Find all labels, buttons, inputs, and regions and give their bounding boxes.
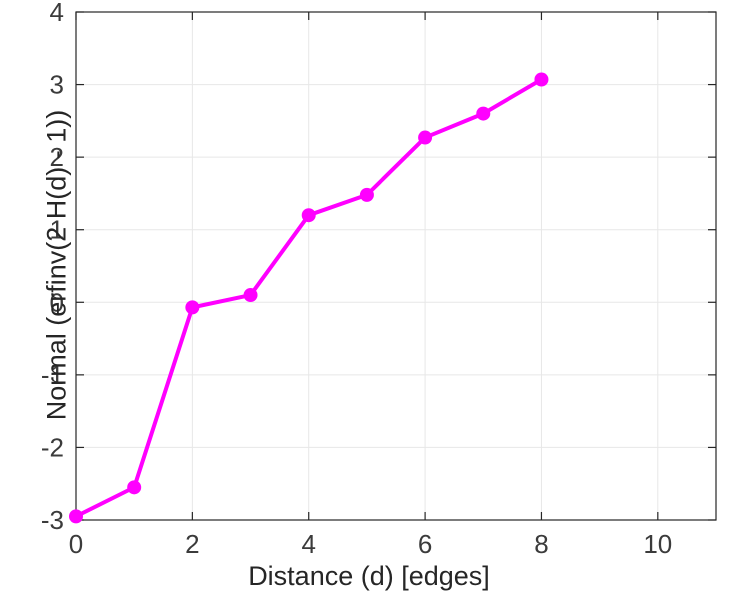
data-point — [127, 480, 142, 495]
x-tick-label: 0 — [69, 529, 83, 559]
x-tick-label: 8 — [534, 529, 548, 559]
y-tick-label: -2 — [41, 432, 64, 462]
data-point — [69, 509, 83, 524]
y-tick-label: 1 — [50, 215, 64, 245]
x-tick-label: 2 — [185, 529, 199, 559]
y-tick-label: 3 — [50, 70, 64, 100]
y-tick-label: 2 — [50, 142, 64, 172]
x-tick-label: 4 — [301, 529, 315, 559]
data-point — [185, 300, 200, 315]
data-point — [359, 187, 374, 202]
data-point — [243, 288, 258, 303]
y-axis-label: Normal (erfinv(2 H(d) - 1)) — [41, 109, 72, 421]
data-point — [476, 106, 491, 121]
x-axis-label: Distance (d) [edges] — [248, 561, 490, 591]
y-tick-label: 0 — [50, 287, 64, 317]
y-tick-label: -3 — [41, 505, 64, 535]
axes-box — [75, 11, 717, 521]
x-tick-label: 10 — [643, 529, 672, 559]
x-tick-label: 6 — [418, 529, 432, 559]
y-tick-label: -1 — [41, 360, 64, 390]
data-point — [301, 208, 316, 223]
y-tick-label: 4 — [50, 0, 64, 27]
data-point — [418, 130, 433, 145]
data-point — [534, 72, 549, 87]
